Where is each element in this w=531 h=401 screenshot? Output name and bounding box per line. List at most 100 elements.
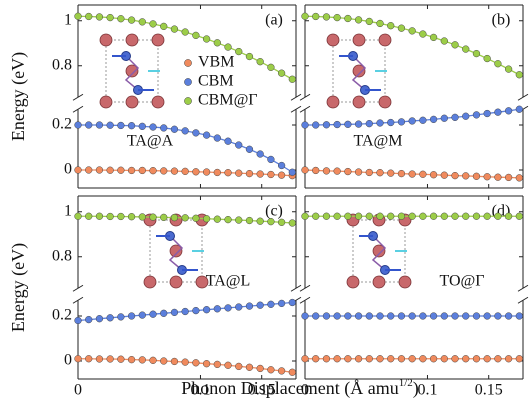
data-point xyxy=(473,50,480,57)
data-point xyxy=(96,356,103,363)
legend-label: VBM xyxy=(198,54,234,71)
data-point xyxy=(441,115,448,122)
x-tick-label: 0.15 xyxy=(475,382,503,399)
data-point xyxy=(225,362,232,369)
data-point xyxy=(355,121,362,128)
data-point xyxy=(409,313,416,320)
data-point xyxy=(494,313,501,320)
data-point xyxy=(441,355,448,362)
data-point xyxy=(409,27,416,34)
data-point xyxy=(484,213,491,220)
data-point xyxy=(139,356,146,363)
data-point xyxy=(344,313,351,320)
data-point xyxy=(462,313,469,320)
data-point xyxy=(150,214,157,221)
data-point xyxy=(214,305,221,312)
data-point xyxy=(96,167,103,174)
data-point xyxy=(160,125,167,132)
atom xyxy=(379,96,391,108)
data-point xyxy=(171,168,178,175)
data-point xyxy=(334,168,341,175)
y-tick-label: 0.8 xyxy=(52,247,72,264)
annotation: TO@Γ xyxy=(439,273,484,290)
data-point xyxy=(323,313,330,320)
legend-label: CBM@Γ xyxy=(198,92,258,109)
data-point xyxy=(516,106,523,113)
data-point xyxy=(430,171,437,178)
data-point xyxy=(430,34,437,41)
data-point xyxy=(278,162,285,169)
y-tick-label: 1 xyxy=(64,202,72,219)
data-point xyxy=(117,15,124,22)
data-point xyxy=(494,355,501,362)
data-point xyxy=(516,355,523,362)
data-point xyxy=(257,58,264,65)
data-point xyxy=(235,217,242,224)
data-point xyxy=(75,122,82,129)
y-tick-label: 0.2 xyxy=(52,307,72,324)
data-point xyxy=(484,55,491,62)
data-point xyxy=(462,113,469,120)
data-point xyxy=(257,365,264,372)
data-point xyxy=(355,313,362,320)
atom xyxy=(353,34,365,46)
data-point xyxy=(246,303,253,310)
data-point xyxy=(516,213,523,220)
data-point xyxy=(85,213,92,220)
data-point xyxy=(302,167,309,174)
annotation: TA@A xyxy=(127,133,174,150)
data-point xyxy=(302,313,309,320)
data-point xyxy=(139,312,146,319)
data-point xyxy=(441,313,448,320)
data-point xyxy=(312,167,319,174)
data-point xyxy=(505,213,512,220)
y-tick-label: 0.2 xyxy=(52,116,72,133)
data-point xyxy=(441,172,448,179)
data-point xyxy=(75,167,82,174)
data-point xyxy=(377,213,384,220)
panel-label: (a) xyxy=(265,12,283,29)
legend-label: CBM xyxy=(198,73,234,90)
data-point xyxy=(452,114,459,121)
data-point xyxy=(462,355,469,362)
data-point xyxy=(267,218,274,225)
data-point xyxy=(419,171,426,178)
data-point xyxy=(192,359,199,366)
atom xyxy=(152,34,164,46)
atom xyxy=(170,276,182,288)
data-point xyxy=(484,110,491,117)
data-point xyxy=(225,44,232,51)
data-point xyxy=(473,313,480,320)
data-point xyxy=(419,31,426,38)
x-axis-label: Phonon Displacement (Å amu1/2) xyxy=(181,377,419,400)
x-tick-label: 0.1 xyxy=(190,382,210,399)
data-point xyxy=(225,169,232,176)
data-point xyxy=(398,213,405,220)
data-point xyxy=(289,369,296,376)
data-point xyxy=(267,64,274,71)
data-point xyxy=(192,215,199,222)
data-point xyxy=(160,310,167,317)
data-point xyxy=(171,309,178,316)
data-point xyxy=(128,313,135,320)
data-point xyxy=(278,70,285,77)
atom xyxy=(152,96,164,108)
data-point xyxy=(355,16,362,23)
y-tick-label: 0 xyxy=(64,161,72,178)
data-point xyxy=(430,213,437,220)
data-point xyxy=(107,314,114,321)
atom xyxy=(327,34,339,46)
data-point xyxy=(235,304,242,311)
data-point xyxy=(355,355,362,362)
data-point xyxy=(334,355,341,362)
data-point xyxy=(75,13,82,20)
data-point xyxy=(312,13,319,20)
data-point xyxy=(128,17,135,24)
data-point xyxy=(203,36,210,43)
data-point xyxy=(344,15,351,22)
data-point xyxy=(505,355,512,362)
data-point xyxy=(462,46,469,53)
data-point xyxy=(334,14,341,21)
data-point xyxy=(117,167,124,174)
data-point xyxy=(117,213,124,220)
